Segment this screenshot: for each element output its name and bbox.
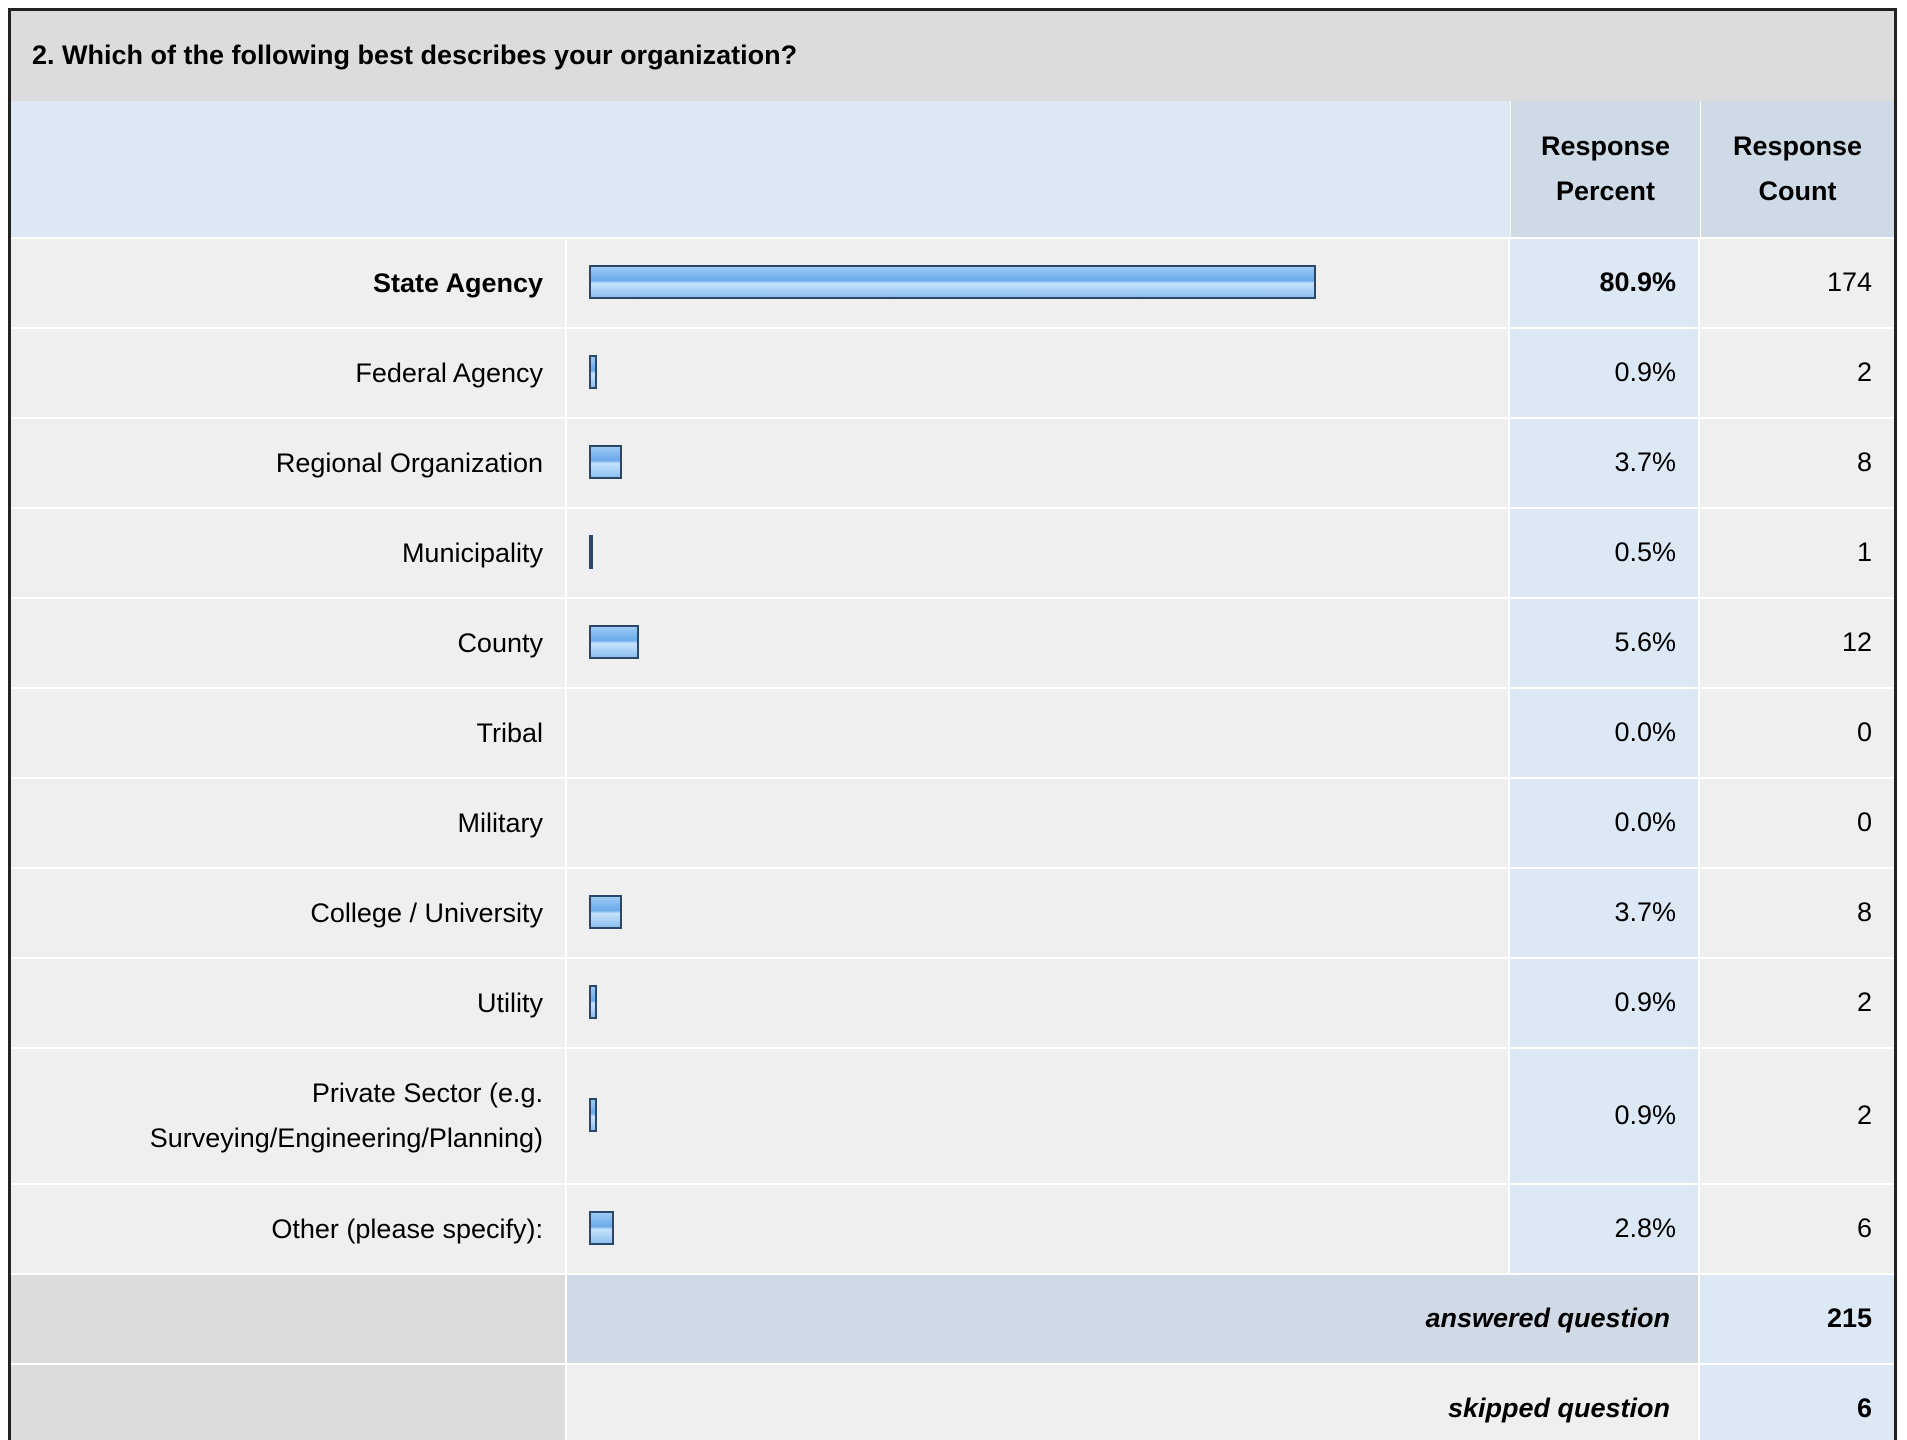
bar xyxy=(589,1098,598,1132)
category-label: College / University xyxy=(11,869,565,957)
category-label: County xyxy=(11,599,565,687)
column-header: Response Percent xyxy=(1511,101,1700,237)
percent-label: 5.6% xyxy=(1510,599,1698,687)
count-label: 2 xyxy=(1700,1049,1894,1183)
summary-count: 6 xyxy=(1700,1365,1894,1440)
count-label: 1 xyxy=(1700,509,1894,597)
bar-cell xyxy=(567,329,1508,417)
bar xyxy=(589,985,598,1019)
count-label: 8 xyxy=(1700,419,1894,507)
category-label: Other (please specify): xyxy=(11,1185,565,1273)
bar-cell xyxy=(567,959,1508,1047)
percent-label: 0.0% xyxy=(1510,689,1698,777)
summary-count: 215 xyxy=(1700,1275,1894,1363)
category-label: Federal Agency xyxy=(11,329,565,417)
count-label: 174 xyxy=(1700,239,1894,327)
summary-label: skipped question xyxy=(567,1365,1698,1440)
category-label: Private Sector (e.g. Surveying/Engineeri… xyxy=(11,1049,565,1183)
summary-blank xyxy=(11,1275,565,1363)
bar-cell xyxy=(567,1049,1508,1183)
count-label: 12 xyxy=(1700,599,1894,687)
column-header: Response Count xyxy=(1701,101,1894,237)
count-label: 0 xyxy=(1700,779,1894,867)
bar-cell xyxy=(567,419,1508,507)
category-label: State Agency xyxy=(11,239,565,327)
percent-label: 0.5% xyxy=(1510,509,1698,597)
category-label: Tribal xyxy=(11,689,565,777)
bar xyxy=(589,625,640,659)
summary-blank xyxy=(11,1365,565,1440)
percent-label: 0.9% xyxy=(1510,959,1698,1047)
percent-label: 3.7% xyxy=(1510,419,1698,507)
category-label: Military xyxy=(11,779,565,867)
percent-label: 3.7% xyxy=(1510,869,1698,957)
count-label: 0 xyxy=(1700,689,1894,777)
bar-cell xyxy=(567,599,1508,687)
bar-cell xyxy=(567,869,1508,957)
percent-label: 0.0% xyxy=(1510,779,1698,867)
category-label: Utility xyxy=(11,959,565,1047)
percent-label: 80.9% xyxy=(1510,239,1698,327)
header-blank xyxy=(11,101,1510,237)
count-label: 2 xyxy=(1700,329,1894,417)
bar xyxy=(589,535,594,569)
count-label: 6 xyxy=(1700,1185,1894,1273)
bar xyxy=(589,445,623,479)
bar xyxy=(589,265,1317,299)
percent-label: 2.8% xyxy=(1510,1185,1698,1273)
bar-cell xyxy=(567,779,1508,867)
category-label: Municipality xyxy=(11,509,565,597)
summary-label: answered question xyxy=(567,1275,1698,1363)
bar-cell xyxy=(567,689,1508,777)
question-title: 2. Which of the following best describes… xyxy=(11,11,1894,101)
bar-cell xyxy=(567,1185,1508,1273)
bar xyxy=(589,895,623,929)
percent-label: 0.9% xyxy=(1510,329,1698,417)
bar-cell xyxy=(567,509,1508,597)
count-label: 2 xyxy=(1700,959,1894,1047)
count-label: 8 xyxy=(1700,869,1894,957)
percent-label: 0.9% xyxy=(1510,1049,1698,1183)
category-label: Regional Organization xyxy=(11,419,565,507)
bar xyxy=(589,1211,615,1245)
bar xyxy=(589,355,598,389)
